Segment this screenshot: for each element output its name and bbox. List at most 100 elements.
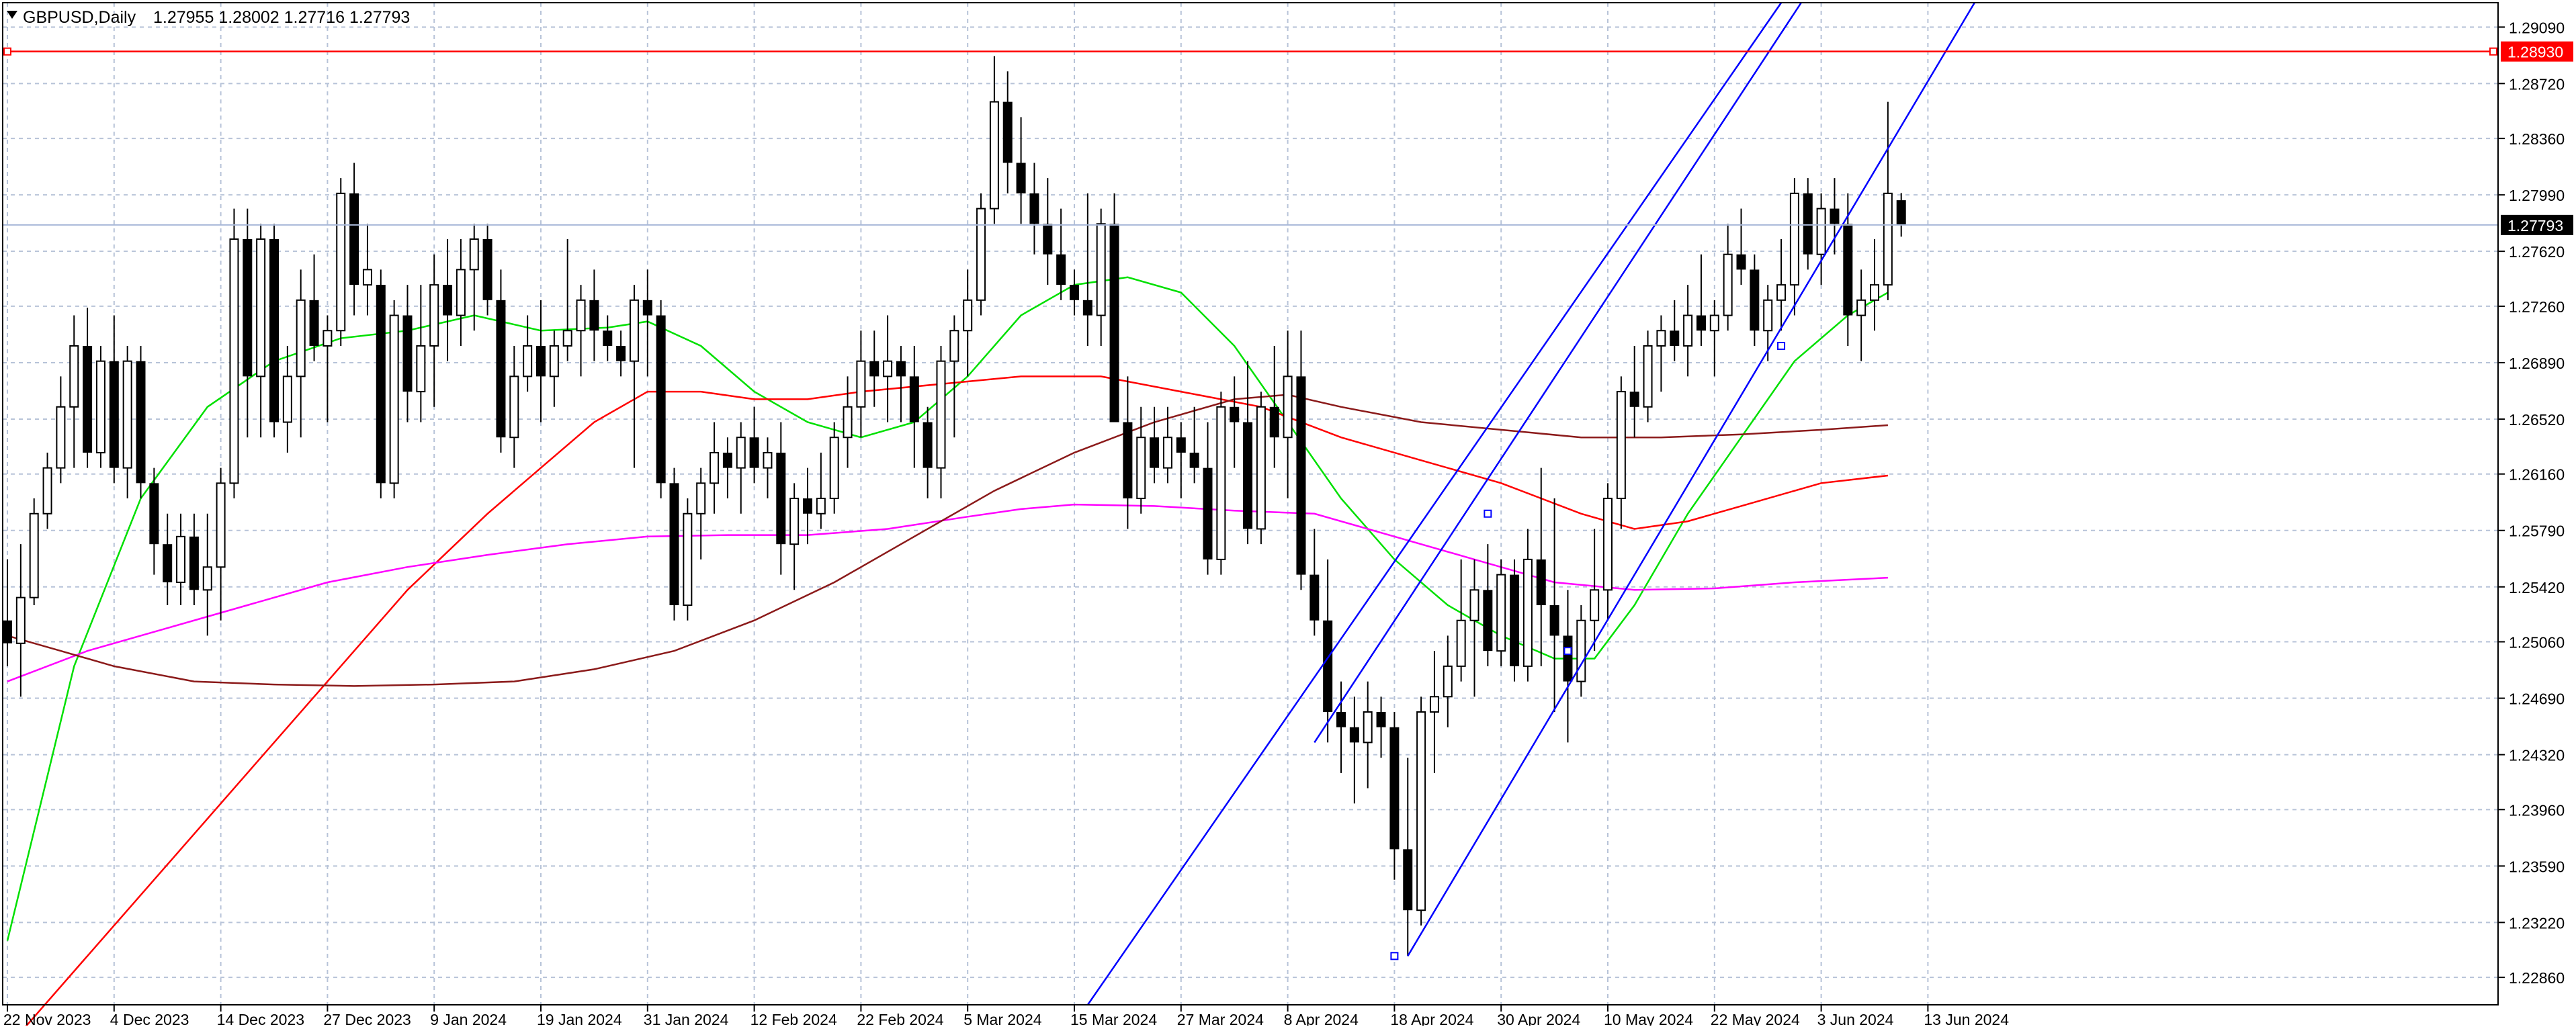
candle-body-bullish bbox=[42, 467, 52, 514]
trendline-anchor-marker[interactable] bbox=[1390, 952, 1399, 960]
candle-body-bullish bbox=[122, 360, 132, 469]
candle-body-bearish bbox=[1336, 711, 1346, 727]
candle-body-bullish bbox=[549, 345, 559, 377]
candle-body-bullish bbox=[629, 299, 639, 362]
price-tick-label: 1.25790 bbox=[2509, 523, 2565, 540]
candle-body-bearish bbox=[309, 300, 319, 346]
candle-body-bullish bbox=[1456, 619, 1466, 667]
candle-body-bullish bbox=[789, 498, 800, 545]
price-axis[interactable]: 1.29090 1.28720 1.28360 1.27990 1.27620 1.272… bbox=[2498, 19, 2573, 987]
candle-body-bullish bbox=[256, 238, 266, 377]
candle-body-bearish bbox=[402, 315, 413, 392]
candle-body-bullish bbox=[949, 330, 959, 362]
candle-body-bearish bbox=[869, 361, 879, 377]
candle-body-bullish bbox=[1162, 437, 1172, 469]
candle-body-bearish bbox=[1670, 330, 1680, 346]
time-tick-label: 22 Feb 2024 bbox=[857, 1011, 943, 1026]
trend-channel[interactable] bbox=[1086, 2, 1975, 1005]
candle-body-bullish bbox=[856, 360, 866, 408]
price-tick-label: 1.28720 bbox=[2509, 75, 2565, 93]
candle-body-bearish bbox=[1483, 590, 1493, 652]
candle-body-bullish bbox=[843, 406, 853, 439]
candle-body-bearish bbox=[803, 498, 812, 514]
candle-body-bullish bbox=[976, 208, 986, 301]
candle-body-bullish bbox=[1576, 619, 1586, 682]
candle-body-bearish bbox=[1389, 727, 1400, 850]
dropdown-triangle-icon[interactable] bbox=[7, 11, 17, 19]
candle-body-bearish bbox=[1736, 254, 1746, 270]
candle-body-bullish bbox=[1683, 314, 1693, 347]
candle-body-bearish bbox=[1269, 406, 1279, 438]
candle-body-bearish bbox=[1750, 269, 1760, 331]
candle-body-bullish bbox=[1656, 330, 1666, 347]
candle-body-bullish bbox=[456, 269, 466, 316]
chart-header: GBPUSD,Daily 1.27955 1.28002 1.27716 1.2… bbox=[7, 8, 410, 27]
candle-body-bullish bbox=[69, 345, 79, 408]
time-tick-label: 13 Jun 2024 bbox=[1924, 1011, 2009, 1026]
price-tick-label: 1.26520 bbox=[2509, 411, 2565, 429]
price-tick-label: 1.27990 bbox=[2509, 187, 2565, 204]
candle-body-bearish bbox=[1310, 574, 1320, 621]
candle-body-bearish bbox=[1123, 422, 1133, 499]
candle-body-bearish bbox=[243, 238, 253, 377]
candlesticks bbox=[3, 56, 1906, 956]
candle-body-bearish bbox=[1376, 711, 1386, 727]
time-tick-label: 22 May 2024 bbox=[1711, 1011, 1800, 1026]
moving-average-line bbox=[7, 394, 1888, 687]
time-tick-label: 18 Apr 2024 bbox=[1390, 1011, 1473, 1026]
candle-body-bullish bbox=[1429, 696, 1439, 713]
candle-body-bearish bbox=[749, 437, 759, 468]
price-tick-label: 1.29090 bbox=[2509, 19, 2565, 36]
trendline-anchor-marker[interactable] bbox=[1777, 341, 1786, 350]
candle-body-bullish bbox=[1643, 345, 1653, 408]
candle-body-bullish bbox=[416, 345, 426, 393]
time-tick-label: 14 Dec 2023 bbox=[217, 1011, 304, 1026]
candle-body-bullish bbox=[1763, 299, 1773, 332]
candle-body-bullish bbox=[1709, 314, 1719, 332]
price-tick-label: 1.26890 bbox=[2509, 355, 2565, 372]
candle-body-bearish bbox=[136, 361, 146, 484]
candle-body-bearish bbox=[1536, 559, 1546, 606]
candle-body-bullish bbox=[296, 299, 306, 377]
candle-body-bearish bbox=[1549, 605, 1559, 636]
candle-body-bearish bbox=[1803, 193, 1813, 255]
price-tick-label: 1.25420 bbox=[2509, 579, 2565, 596]
candle-body-bullish bbox=[1443, 665, 1453, 698]
price-tick-label: 1.22860 bbox=[2509, 969, 2565, 987]
current-price-label: 1.27793 bbox=[2507, 217, 2563, 234]
candle-body-bearish bbox=[1016, 163, 1026, 193]
candle-body-bearish bbox=[1629, 392, 1639, 407]
trendline-anchor-marker[interactable] bbox=[1563, 647, 1572, 656]
time-tick-label: 27 Mar 2024 bbox=[1177, 1011, 1264, 1026]
candle-body-bearish bbox=[616, 345, 626, 361]
resistance-anchor-marker[interactable] bbox=[2489, 47, 2497, 56]
channel-trendline[interactable] bbox=[1086, 2, 1783, 1005]
price-levels[interactable] bbox=[3, 47, 2498, 226]
candle-body-bullish bbox=[1496, 574, 1506, 652]
candle-body-bearish bbox=[1176, 437, 1186, 453]
candle-body-bullish bbox=[95, 360, 105, 453]
channel-trendline[interactable] bbox=[1314, 2, 1802, 744]
channel-trendline[interactable] bbox=[1407, 2, 1975, 956]
candle-body-bearish bbox=[496, 300, 506, 438]
time-tick-label: 12 Feb 2024 bbox=[750, 1011, 837, 1026]
candle-body-bullish bbox=[576, 299, 586, 332]
candle-body-bullish bbox=[936, 360, 946, 469]
price-tick-label: 1.28360 bbox=[2509, 130, 2565, 148]
candle-body-bearish bbox=[269, 238, 279, 422]
candle-body-bullish bbox=[1469, 589, 1479, 621]
resistance-anchor-marker[interactable] bbox=[3, 47, 11, 56]
candle-body-bearish bbox=[1243, 422, 1253, 529]
candle-body-bullish bbox=[683, 512, 693, 607]
trendline-anchor-marker[interactable] bbox=[1484, 509, 1492, 518]
candle-body-bullish bbox=[989, 101, 999, 210]
price-tick-label: 1.24690 bbox=[2509, 690, 2565, 708]
candle-body-bullish bbox=[229, 238, 239, 484]
ohlc-values: 1.27955 1.28002 1.27716 1.27793 bbox=[153, 8, 410, 27]
candle-body-bullish bbox=[1363, 711, 1373, 744]
candle-body-bearish bbox=[1563, 635, 1573, 682]
candle-body-bullish bbox=[1256, 406, 1266, 530]
candle-body-bearish bbox=[1189, 452, 1199, 468]
